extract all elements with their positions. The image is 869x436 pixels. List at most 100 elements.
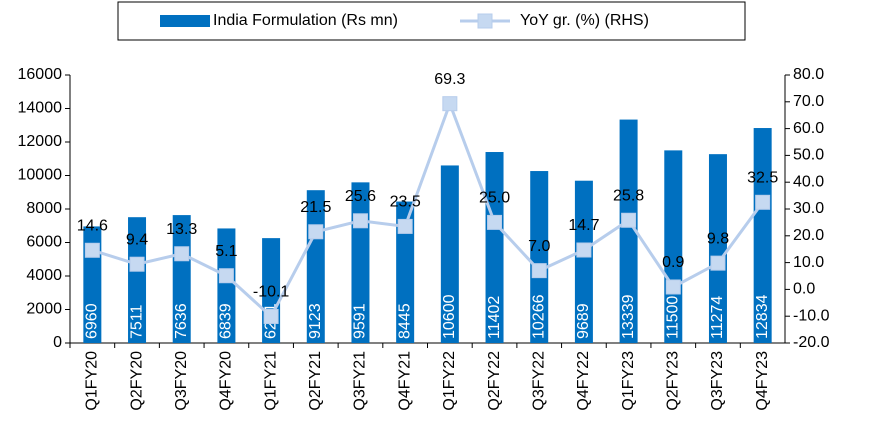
bar <box>708 154 727 343</box>
x-tick-label: Q3FY23 <box>709 351 726 411</box>
bar-value-label: 11500 <box>665 296 682 339</box>
x-tick-label: Q1FY22 <box>441 351 458 411</box>
line-marker <box>621 212 637 228</box>
x-tick-label: Q4FY22 <box>575 351 592 411</box>
bar <box>664 150 683 343</box>
line-value-label: 9.4 <box>126 231 148 248</box>
line-value-label: 25.6 <box>345 188 376 205</box>
line-marker <box>218 268 234 284</box>
x-tick-label: Q3FY20 <box>173 351 190 411</box>
line-marker <box>84 242 100 258</box>
line-marker <box>531 263 547 279</box>
y-tick-label: 4000 <box>26 267 62 284</box>
line-marker <box>263 308 279 324</box>
line-value-label: 0.9 <box>662 254 684 271</box>
bar-value-label: 10600 <box>441 294 458 339</box>
bar <box>619 119 638 343</box>
x-tick-label: Q1FY23 <box>620 351 637 411</box>
x-tick-label: Q2FY23 <box>665 351 682 411</box>
line-marker <box>487 214 503 230</box>
bar-value-label: 9689 <box>575 303 592 339</box>
line-value-label: 69.3 <box>434 71 465 88</box>
line <box>91 99 764 319</box>
x-tick-label: Q3FY22 <box>530 351 547 411</box>
bar <box>128 217 147 343</box>
y-tick-label: 12000 <box>18 133 63 150</box>
line-value-label: 13.3 <box>166 221 197 238</box>
line-value-label: 7.0 <box>528 238 550 255</box>
line-marker <box>352 213 368 229</box>
bar <box>396 201 415 343</box>
bar <box>485 152 504 343</box>
bar-value-label: 11274 <box>709 296 726 339</box>
bar-value-label: 9123 <box>307 303 324 339</box>
line-value-label: 14.6 <box>77 217 108 234</box>
y-tick-label: 2000 <box>26 301 62 318</box>
legend-marker <box>477 13 493 29</box>
y2-tick-label: 10.0 <box>793 254 824 271</box>
y-tick-label: 0 <box>53 334 62 351</box>
legend-box <box>117 1 746 41</box>
bar-value-label: 13339 <box>620 294 637 339</box>
bar-value-label: 10266 <box>530 294 547 339</box>
line-marker <box>665 279 681 295</box>
line-value-label: 14.7 <box>568 217 599 234</box>
y-tick-label: 6000 <box>26 234 62 251</box>
x-tick-label: Q4FY20 <box>218 351 235 411</box>
bar <box>574 180 593 343</box>
x-tick-label: Q3FY21 <box>352 351 369 411</box>
x-tick-label: Q4FY21 <box>396 351 413 411</box>
line-value-label: 32.5 <box>747 170 778 187</box>
line-value-label: 9.8 <box>707 230 729 247</box>
bar <box>530 171 549 343</box>
x-tick-label: Q2FY20 <box>128 351 145 411</box>
x-tick-label: Q1FY20 <box>84 351 101 411</box>
line-marker <box>174 246 190 262</box>
bar <box>217 228 236 343</box>
bar-value-label: 6960 <box>84 303 101 339</box>
x-tick-label: Q2FY22 <box>486 351 503 411</box>
y-tick-label: 14000 <box>18 100 63 117</box>
bar-value-label: 6839 <box>218 303 235 339</box>
y2-tick-label: 70.0 <box>793 93 824 110</box>
x-tick-label: Q4FY23 <box>754 351 771 411</box>
y-tick-label: 8000 <box>26 200 62 217</box>
line-marker <box>755 194 771 210</box>
line-marker <box>397 218 413 234</box>
line-value-label: 21.5 <box>300 199 331 216</box>
y-tick-label: 10000 <box>18 167 63 184</box>
y2-tick-label: 30.0 <box>793 200 824 217</box>
bar <box>753 128 772 343</box>
y2-tick-label: -10.0 <box>793 307 830 324</box>
line-value-label: 25.0 <box>479 190 510 207</box>
y2-tick-label: 80.0 <box>793 66 824 83</box>
line-marker <box>308 224 324 240</box>
legend-label: India Formulation (Rs mn) <box>213 12 398 29</box>
bar-value-label: 7511 <box>128 304 145 339</box>
line-marker <box>129 256 145 272</box>
bar <box>440 165 459 343</box>
bar-value-label: 9591 <box>352 303 369 339</box>
line-value-label: 25.8 <box>613 187 644 204</box>
legend-swatch <box>160 15 210 27</box>
bar-value-label: 12834 <box>754 294 771 339</box>
line-marker <box>576 242 592 258</box>
y2-tick-label: 20.0 <box>793 227 824 244</box>
line-value-label: 23.5 <box>390 194 421 211</box>
y2-tick-label: 0.0 <box>793 281 815 298</box>
y-tick-label: 16000 <box>18 66 63 83</box>
bar-value-label: 7636 <box>173 303 190 339</box>
line-marker <box>710 255 726 271</box>
y2-tick-label: 50.0 <box>793 147 824 164</box>
legend-label: YoY gr. (%) (RHS) <box>520 12 649 29</box>
line-value-label: -10.1 <box>253 284 290 301</box>
line-value-label: 5.1 <box>215 243 237 260</box>
y2-tick-label: -20.0 <box>793 334 830 351</box>
bar-value-label: 8445 <box>396 303 413 339</box>
y2-tick-label: 40.0 <box>793 173 824 190</box>
y2-tick-label: 60.0 <box>793 120 824 137</box>
x-tick-label: Q2FY21 <box>307 351 324 411</box>
line-marker <box>442 96 458 112</box>
